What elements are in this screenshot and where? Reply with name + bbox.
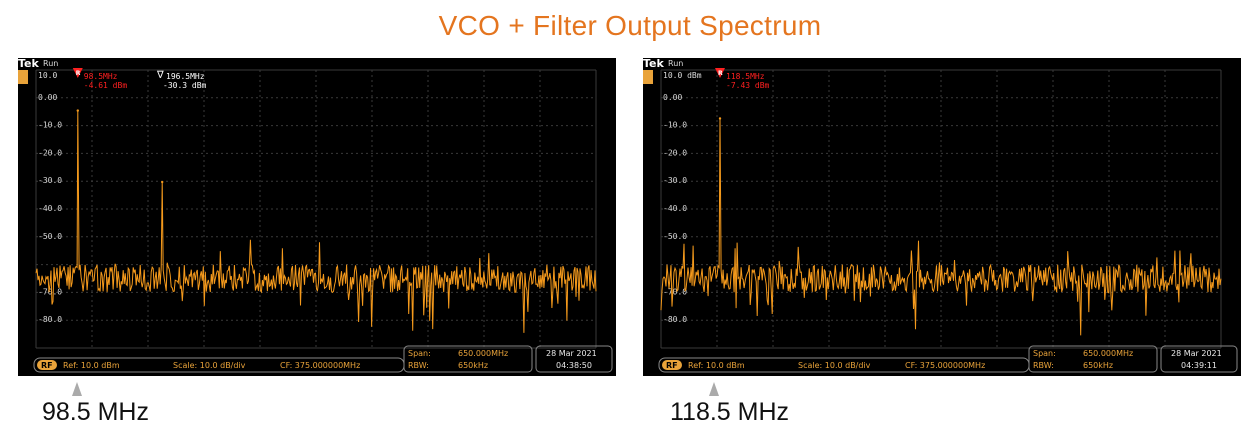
ref-level-readout: Ref: 10.0 dBm (688, 361, 745, 370)
reference-marker-icon (72, 68, 83, 78)
y-tick-label: 0.00 (38, 93, 57, 102)
y-tick-label: -80.0 (38, 315, 62, 324)
rbw-value: 650kHz (458, 361, 488, 370)
status-bar: RF Ref: 10.0 dBm Scale: 10.0 dB/div CF: 375… (658, 345, 1238, 373)
datetime-box (535, 345, 613, 373)
peak-point (161, 180, 164, 184)
marker-frequency: 98.5MHz (84, 72, 118, 81)
center-frequency-readout: CF: 375.000000MHz (905, 361, 985, 370)
run-status: Run (668, 59, 683, 68)
spectrum-plot-right: Tek Run 10.0 dBm 0.00 -10.0 -20.0 -30.0 -40.0 -5… (643, 58, 1238, 373)
rbw-label: RBW: (408, 361, 429, 370)
y-tick-label: -30.0 (38, 176, 62, 185)
delta-marker-frequency: 196.5MHz (166, 72, 205, 81)
scale-readout: Scale: 10.0 dB/div (173, 361, 246, 370)
status-bar: RF Ref: 10.0 dBm Scale: 10.0 dB/div CF: 375… (33, 345, 613, 373)
marker-level: -7.43 dBm (726, 81, 770, 90)
y-tick-label: -40.0 (38, 204, 62, 213)
caption-right: 118.5 MHz (670, 398, 790, 426)
delta-marker-level: -30.3 dBm (163, 81, 207, 90)
brand-logo: Tek (643, 58, 665, 70)
run-status: Run (43, 59, 58, 68)
y-tick-label: -30.0 (663, 176, 687, 185)
spectrum-display-left: Tek Run 10.0 0.00 -10.0 -20.0 -30.0 -40.0 -50.0 -… (18, 58, 616, 376)
spectrum-trace (35, 110, 597, 333)
spectrum-display-right: Tek Run 10.0 dBm 0.00 -10.0 -20.0 -30.0 -40.0 -5… (643, 58, 1241, 376)
y-tick-label: -40.0 (663, 204, 687, 213)
y-tick-label: -70.0 (38, 287, 62, 296)
rbw-label: RBW: (1033, 361, 1054, 370)
channel-indicator-icon (18, 70, 28, 84)
plot-grid (35, 69, 597, 349)
time-readout: 04:38:50 (556, 361, 592, 370)
y-tick-label: -50.0 (663, 232, 687, 241)
channel-indicator-icon (643, 70, 653, 84)
ref-level-label: 10.0 (38, 71, 57, 80)
center-frequency-readout: CF: 375.000000MHz (280, 361, 360, 370)
span-value: 650.000MHz (1083, 349, 1133, 358)
peak-point (76, 109, 79, 112)
delta-marker-icon: ∇ (156, 70, 164, 81)
rf-badge-label: RF (666, 361, 678, 370)
plot-grid (660, 69, 1222, 349)
reference-marker-letter: R (76, 70, 81, 77)
span-value: 650.000MHz (458, 349, 508, 358)
scale-readout: Scale: 10.0 dB/div (798, 361, 871, 370)
y-tick-label: -10.0 (663, 121, 687, 130)
spectrum-trace (660, 118, 1222, 336)
caption-left: 98.5 MHz (42, 398, 149, 426)
span-rbw-box[interactable] (1028, 345, 1158, 373)
y-tick-label: -50.0 (38, 232, 62, 241)
rf-badge-label: RF (41, 361, 53, 370)
spectrum-plot-left: Tek Run 10.0 0.00 -10.0 -20.0 -30.0 -40.0 -50.0 -… (18, 58, 613, 373)
span-label: Span: (408, 349, 431, 358)
figure-title: VCO + Filter Output Spectrum (438, 10, 822, 41)
rf-badge[interactable] (37, 360, 57, 370)
ref-level-label: 10.0 dBm (663, 71, 702, 80)
reference-marker-letter: R (718, 70, 723, 77)
date-readout: 28 Mar 2021 (1171, 349, 1222, 358)
y-tick-label: -80.0 (663, 315, 687, 324)
span-label: Span: (1033, 349, 1056, 358)
marker-level: -4.61 dBm (84, 81, 128, 90)
peak-point (718, 117, 722, 120)
date-readout: 28 Mar 2021 (546, 349, 597, 358)
rf-badge[interactable] (662, 360, 682, 370)
marker-pointer-right-icon (709, 382, 719, 396)
time-readout: 04:39:11 (1181, 361, 1217, 370)
rbw-value: 650kHz (1083, 361, 1113, 370)
ref-level-readout: Ref: 10.0 dBm (63, 361, 120, 370)
brand-logo: Tek (18, 58, 40, 70)
y-tick-label: -20.0 (663, 148, 687, 157)
datetime-box (1160, 345, 1238, 373)
marker-frequency: 118.5MHz (726, 72, 765, 81)
y-tick-label: 0.00 (663, 93, 682, 102)
span-rbw-box[interactable] (403, 345, 533, 373)
y-tick-label: -10.0 (38, 121, 62, 130)
y-tick-label: -20.0 (38, 148, 62, 157)
reference-marker-icon (715, 68, 726, 78)
marker-pointer-left-icon (72, 382, 82, 396)
y-tick-label: -70.0 (663, 287, 687, 296)
